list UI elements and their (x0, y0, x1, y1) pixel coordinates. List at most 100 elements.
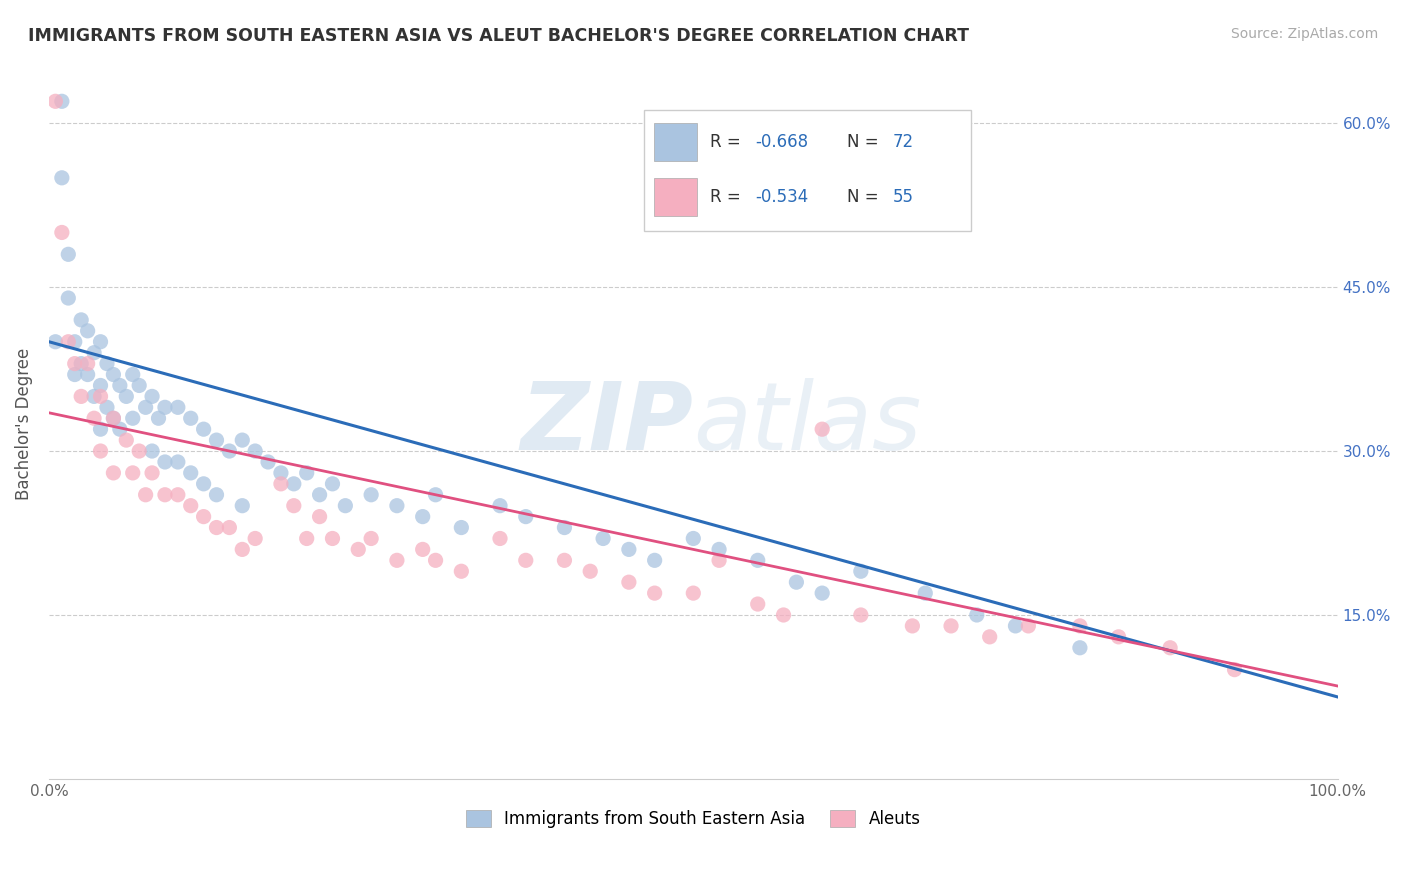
Point (747, 553, 769, 567)
Point (1004, 619, 1026, 633)
Point (966, 607, 988, 622)
Point (385, 499, 408, 513)
Point (121, 368, 143, 382)
Point (205, 488, 228, 502)
Point (63, 357, 86, 371)
Point (321, 476, 343, 491)
Point (128, 378, 150, 392)
Point (515, 509, 537, 524)
Point (450, 564, 472, 578)
Point (939, 619, 962, 633)
Point (682, 586, 704, 600)
Point (51, 226, 73, 240)
Point (180, 466, 202, 480)
Point (592, 532, 614, 546)
Y-axis label: Bachelor's Degree: Bachelor's Degree (15, 348, 32, 500)
Point (270, 466, 292, 480)
Point (166, 488, 188, 502)
Point (141, 444, 163, 458)
Point (283, 476, 305, 491)
Point (360, 532, 382, 546)
Point (425, 488, 447, 502)
Point (58, 247, 80, 261)
Point (231, 542, 253, 557)
Point (70, 389, 93, 403)
Point (128, 444, 150, 458)
Point (489, 532, 512, 546)
Point (385, 553, 408, 567)
Point (811, 422, 834, 436)
Point (153, 401, 176, 415)
Text: 72: 72 (893, 133, 914, 151)
Point (108, 422, 131, 436)
Point (1108, 630, 1130, 644)
Text: ZIP: ZIP (520, 377, 693, 470)
Point (515, 553, 537, 567)
Point (103, 411, 125, 425)
Point (849, 607, 872, 622)
Point (63, 334, 86, 349)
Point (153, 488, 176, 502)
Point (914, 586, 936, 600)
Point (115, 433, 138, 447)
Point (70, 357, 93, 371)
Point (205, 520, 228, 534)
Point (89, 422, 111, 436)
Point (96, 401, 118, 415)
Point (308, 509, 330, 524)
Point (707, 553, 730, 567)
Point (44, 334, 66, 349)
Point (785, 575, 807, 590)
Point (51, 95, 73, 109)
Point (135, 401, 157, 415)
Point (579, 564, 602, 578)
Point (180, 411, 202, 425)
Point (231, 433, 253, 447)
Point (979, 630, 1001, 644)
Point (193, 509, 215, 524)
Point (135, 488, 157, 502)
Point (1223, 663, 1246, 677)
Point (412, 509, 434, 524)
Point (205, 433, 228, 447)
Point (153, 455, 176, 469)
Point (747, 597, 769, 611)
Point (321, 532, 343, 546)
Legend: Immigrants from South Eastern Asia, Aleuts: Immigrants from South Eastern Asia, Aleu… (460, 803, 928, 835)
Point (553, 553, 575, 567)
Point (76, 357, 98, 371)
Point (193, 422, 215, 436)
Point (76, 324, 98, 338)
Point (335, 499, 357, 513)
Point (83, 411, 105, 425)
Point (58, 334, 80, 349)
Point (218, 520, 240, 534)
Point (166, 455, 188, 469)
Point (231, 499, 253, 513)
Text: R =: R = (710, 188, 745, 206)
Point (257, 455, 280, 469)
Text: -0.668: -0.668 (755, 133, 808, 151)
Point (347, 542, 370, 557)
Point (308, 488, 330, 502)
Point (121, 466, 143, 480)
Point (58, 291, 80, 305)
Point (644, 553, 666, 567)
Point (1159, 640, 1181, 655)
Bar (654, 178, 696, 217)
Point (218, 444, 240, 458)
Point (295, 532, 318, 546)
Point (644, 586, 666, 600)
Point (1069, 640, 1091, 655)
Point (141, 389, 163, 403)
Point (89, 334, 111, 349)
Point (553, 520, 575, 534)
Text: IMMIGRANTS FROM SOUTH EASTERN ASIA VS ALEUT BACHELOR'S DEGREE CORRELATION CHART: IMMIGRANTS FROM SOUTH EASTERN ASIA VS AL… (28, 27, 969, 45)
Point (70, 313, 93, 327)
Point (425, 553, 447, 567)
Point (180, 499, 202, 513)
Point (89, 378, 111, 392)
Text: -0.534: -0.534 (755, 188, 808, 206)
Point (193, 476, 215, 491)
Point (617, 575, 640, 590)
